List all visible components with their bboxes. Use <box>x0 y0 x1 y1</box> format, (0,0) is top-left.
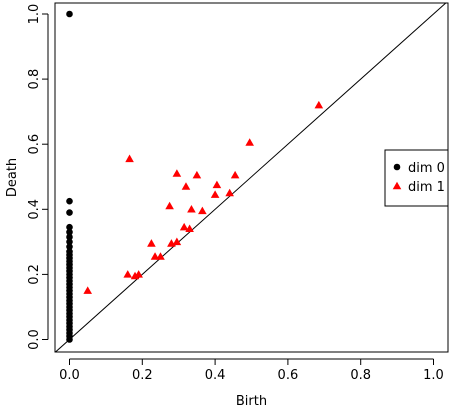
dim0-point <box>66 10 73 18</box>
dim1-point <box>134 270 143 278</box>
y-tick-label: 0.6 <box>27 134 42 155</box>
dim1-point <box>245 138 254 146</box>
series-dim-1 <box>83 100 324 294</box>
x-tick-label: 0.4 <box>205 368 226 383</box>
axes-layer: 0.0 0.2 0.4 0.6 0.8 1.0 0.0 0.2 0.4 0.6 0.8 1.0 <box>27 2 449 383</box>
dim0-point <box>66 223 73 231</box>
dim1-point <box>187 205 196 213</box>
dim1-point <box>172 237 182 246</box>
dim1-point <box>123 270 133 278</box>
series-dim-0 <box>66 10 73 343</box>
dim1-point <box>212 180 222 189</box>
y-tick-label: 1.0 <box>27 4 42 25</box>
legend-label: dim 0 <box>408 161 445 176</box>
x-tick-label: 0.8 <box>350 368 371 383</box>
dim1-point <box>147 239 156 247</box>
dim0-point <box>66 233 73 241</box>
x-tick-label: 1.0 <box>423 368 444 383</box>
x-axis-label: Birth <box>236 394 267 409</box>
dim0-point <box>66 197 73 205</box>
legend-box <box>384 149 449 207</box>
dim1-point <box>150 252 160 260</box>
y-axis-label: Death <box>5 158 20 197</box>
dim1-point <box>230 170 240 179</box>
dim1-point <box>83 286 92 294</box>
dim1-point <box>125 154 134 163</box>
diagonal-line <box>55 3 447 352</box>
legend-label: dim 1 <box>408 180 445 195</box>
x-tick-label: 0.6 <box>278 368 299 383</box>
legend: dim 0 dim 1 <box>384 149 449 207</box>
legend-dim1-marker <box>392 181 402 190</box>
dim1-point <box>192 170 202 179</box>
dim1-point <box>165 201 174 210</box>
dim1-point <box>179 222 189 231</box>
dim1-point <box>185 224 194 233</box>
points-layer <box>66 10 324 343</box>
dim0-point <box>66 228 73 236</box>
dim1-point <box>198 206 207 215</box>
dim0-point <box>66 243 73 251</box>
dim1-point <box>210 190 220 198</box>
dim0-point <box>66 336 73 343</box>
y-tick-label: 0.2 <box>27 264 42 285</box>
y-tick-label: 0.8 <box>27 69 42 90</box>
legend-dim0-marker <box>393 163 401 171</box>
dim0-point <box>66 238 73 246</box>
x-tick-label: 0.0 <box>59 368 80 383</box>
dim1-point <box>181 182 191 190</box>
dim1-point <box>225 188 234 197</box>
dim1-point <box>156 252 165 260</box>
dim0-point <box>66 209 73 216</box>
y-tick-label: 0.4 <box>27 199 42 220</box>
y-tick-label: 0.0 <box>27 329 42 350</box>
x-tick-label: 0.2 <box>132 368 153 383</box>
dim1-point <box>172 169 182 177</box>
dim1-point <box>314 100 324 109</box>
